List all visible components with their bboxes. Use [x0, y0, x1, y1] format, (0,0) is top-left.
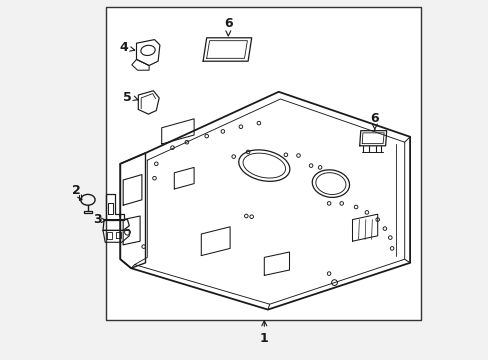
FancyBboxPatch shape — [106, 7, 420, 320]
Text: 1: 1 — [260, 321, 268, 345]
Text: 4: 4 — [120, 41, 128, 54]
Text: 6: 6 — [224, 17, 232, 36]
Text: 5: 5 — [123, 91, 132, 104]
Text: 6: 6 — [370, 112, 378, 130]
Text: 3: 3 — [94, 213, 102, 226]
Text: 2: 2 — [72, 184, 81, 197]
